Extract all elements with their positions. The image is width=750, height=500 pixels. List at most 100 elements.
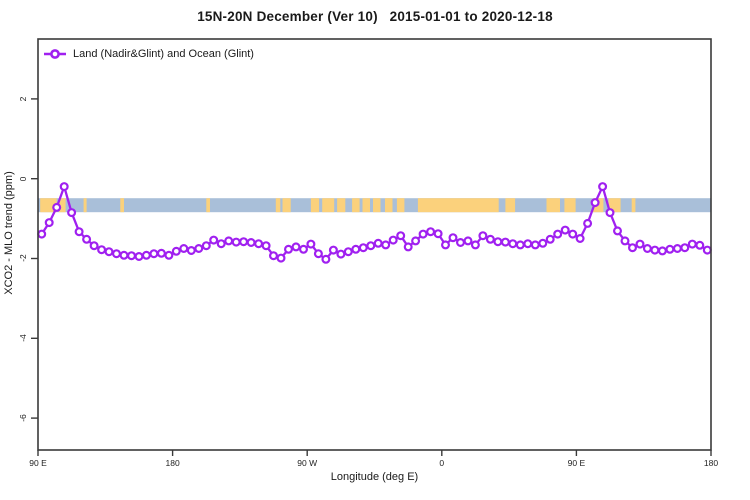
land-segment xyxy=(546,198,560,213)
data-point-marker xyxy=(695,240,705,250)
land-segment xyxy=(396,198,405,213)
land-segment xyxy=(58,198,66,213)
data-point-marker xyxy=(171,246,181,256)
land-segment xyxy=(275,198,281,213)
data-point-marker xyxy=(448,233,458,243)
land-segment xyxy=(83,198,87,213)
data-point-marker xyxy=(575,234,585,244)
data-point-marker xyxy=(381,240,391,250)
data-point-marker xyxy=(433,229,443,239)
data-point-marker xyxy=(441,240,451,250)
data-point-marker xyxy=(411,236,421,246)
data-point-marker xyxy=(470,240,480,250)
data-point-marker xyxy=(388,235,398,245)
data-point-marker xyxy=(231,237,241,247)
x-tick-label: 180 xyxy=(165,458,180,468)
data-point-marker xyxy=(687,239,697,249)
data-point-marker xyxy=(650,245,660,255)
data-point-marker xyxy=(635,239,645,249)
data-point-marker xyxy=(426,227,436,237)
land-segment xyxy=(631,198,636,213)
data-point-marker xyxy=(306,239,316,249)
land-segment xyxy=(362,198,370,213)
land-segment xyxy=(417,198,499,213)
data-point-marker xyxy=(164,250,174,260)
data-point-marker xyxy=(216,239,226,249)
data-point-marker xyxy=(396,231,406,241)
land-segment xyxy=(505,198,516,213)
plot-frame xyxy=(37,38,712,451)
data-point-marker xyxy=(119,250,129,260)
data-point-marker xyxy=(657,246,667,256)
data-point-marker xyxy=(500,237,510,247)
data-point-marker xyxy=(67,208,77,218)
data-point-marker xyxy=(52,202,62,212)
data-point-marker xyxy=(568,229,578,239)
data-point-marker xyxy=(254,239,264,249)
land-segment xyxy=(310,198,320,213)
data-point-marker xyxy=(239,237,249,247)
y-tick-label: -6 xyxy=(18,414,28,422)
data-point-marker xyxy=(702,245,712,255)
x-tick-label: 180 xyxy=(703,458,719,468)
data-point-marker xyxy=(209,235,219,245)
data-point-marker xyxy=(276,253,286,263)
data-point-marker xyxy=(336,249,346,259)
data-point-marker xyxy=(515,240,525,250)
data-point-marker xyxy=(201,241,211,251)
y-tick-label: -4 xyxy=(18,334,28,343)
plot-area xyxy=(31,38,712,456)
land-segment xyxy=(322,198,335,213)
data-point-marker xyxy=(141,250,151,260)
land-segment xyxy=(564,198,576,213)
data-point-marker xyxy=(456,238,466,248)
y-tick-label: 2 xyxy=(18,96,28,102)
land-segment xyxy=(352,198,360,213)
data-point-marker xyxy=(680,243,690,253)
data-point-marker xyxy=(665,244,675,254)
chart-title: 15N-20N December (Ver 10) 2015-01-01 to … xyxy=(197,9,553,24)
data-point-marker xyxy=(553,229,563,239)
data-point-marker xyxy=(545,234,555,244)
data-point-marker xyxy=(612,226,622,236)
x-tick-label: 90 W xyxy=(297,458,318,468)
data-point-marker xyxy=(179,244,189,254)
data-point-marker xyxy=(82,234,92,244)
legend-marker-sample xyxy=(50,49,60,59)
data-point-marker xyxy=(328,245,338,255)
data-point-marker xyxy=(351,244,361,254)
data-point-marker xyxy=(126,251,136,261)
data-point-marker xyxy=(44,218,54,228)
data-point-marker xyxy=(478,231,488,241)
data-point-marker xyxy=(373,238,383,248)
data-point-marker xyxy=(156,248,166,258)
data-point-marker xyxy=(620,236,630,246)
y-tick-label: 0 xyxy=(18,176,28,182)
data-point-marker xyxy=(111,249,121,259)
data-point-marker xyxy=(605,208,615,218)
land-segment xyxy=(337,198,346,213)
x-tick-label: 90 E xyxy=(567,458,586,468)
land-segment xyxy=(385,198,393,213)
data-point-marker xyxy=(321,254,331,264)
data-point-marker xyxy=(269,251,279,261)
land-segment xyxy=(282,198,291,213)
data-point-marker xyxy=(194,244,204,254)
data-point-marker xyxy=(104,247,114,257)
data-point-marker xyxy=(598,182,608,192)
data-point-marker xyxy=(403,242,413,252)
data-point-marker xyxy=(134,252,144,262)
data-point-marker xyxy=(493,237,503,247)
y-axis-title: XCO2 - MLO trend (ppm) xyxy=(3,171,15,295)
data-point-marker xyxy=(560,225,570,235)
data-point-marker xyxy=(485,234,495,244)
data-point-marker xyxy=(366,241,376,251)
data-point-marker xyxy=(246,238,256,248)
x-tick-label: 90 E xyxy=(29,458,47,468)
data-point-marker xyxy=(672,244,682,254)
land-segment xyxy=(373,198,381,213)
data-point-marker xyxy=(590,198,600,208)
data-point-marker xyxy=(186,246,196,256)
x-axis-title: Longitude (deg E) xyxy=(330,471,419,483)
